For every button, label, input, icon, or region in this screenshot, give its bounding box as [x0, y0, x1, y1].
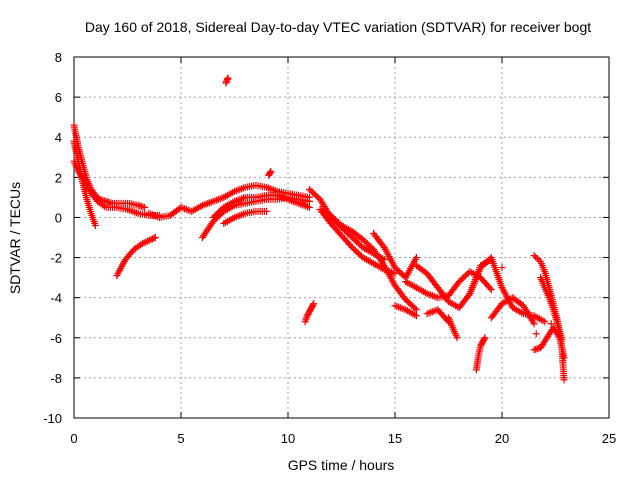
data-point	[541, 318, 549, 326]
data-point	[144, 237, 152, 245]
data-point	[558, 336, 566, 344]
data-point	[310, 300, 318, 308]
y-tick-label: -8	[50, 371, 62, 386]
data-point	[305, 197, 313, 205]
data-point	[535, 256, 543, 264]
y-tick-label: 4	[55, 130, 62, 145]
data-point	[309, 301, 317, 309]
data-point	[533, 255, 541, 263]
data-point	[224, 74, 232, 82]
y-tick-label: 0	[55, 210, 62, 225]
data-point	[150, 234, 158, 242]
data-point	[480, 335, 488, 343]
data-point	[100, 202, 108, 210]
data-point	[305, 203, 313, 211]
data-point	[412, 306, 420, 314]
data-point	[453, 334, 461, 342]
x-tick-label: 5	[177, 431, 184, 446]
x-tick-labels: 0 5 10 15 20 25	[70, 431, 616, 446]
y-tick-label: 6	[55, 90, 62, 105]
y-axis-label: SDTVAR / TECUs	[7, 182, 23, 294]
y-tick-label: 8	[55, 50, 62, 65]
data-point	[391, 270, 399, 278]
data-point	[267, 167, 275, 175]
data-point	[487, 286, 495, 294]
y-tick-label: -10	[43, 411, 62, 426]
x-tick-label: 15	[388, 431, 402, 446]
data-point	[486, 284, 494, 292]
data-point	[142, 238, 150, 246]
data-point	[532, 253, 540, 261]
data-point	[498, 264, 506, 272]
data-point	[547, 320, 555, 328]
data-point	[411, 304, 419, 312]
data-point	[530, 320, 538, 328]
chart-title: Day 160 of 2018, Sidereal Day-to-day VTE…	[85, 19, 591, 35]
data-point	[481, 334, 489, 342]
x-axis-label: GPS time / hours	[288, 457, 395, 473]
y-tick-label: -2	[50, 251, 62, 266]
data-point	[141, 203, 149, 211]
y-tick-label: -6	[50, 331, 62, 346]
data-point	[412, 254, 420, 262]
grid	[74, 57, 609, 418]
data-point	[560, 376, 568, 384]
data-point	[151, 234, 159, 241]
y-tick-labels: 8 6 4 2 0 -2 -4 -6 -8 -10	[43, 50, 62, 426]
y-tick-label: -4	[50, 291, 62, 306]
data-point	[138, 240, 146, 248]
data-point	[145, 236, 153, 244]
data-point	[140, 239, 148, 247]
data-points	[70, 74, 568, 384]
x-tick-label: 0	[70, 431, 77, 446]
data-point	[465, 291, 473, 299]
x-tick-label: 20	[495, 431, 509, 446]
data-point	[263, 207, 271, 215]
data-point	[530, 252, 538, 260]
data-point	[532, 330, 540, 338]
x-tick-label: 10	[281, 431, 295, 446]
data-point	[91, 221, 99, 229]
plot-frame	[73, 56, 610, 419]
data-point	[412, 312, 420, 320]
y-tick-label: 2	[55, 170, 62, 185]
x-tick-label: 25	[602, 431, 616, 446]
